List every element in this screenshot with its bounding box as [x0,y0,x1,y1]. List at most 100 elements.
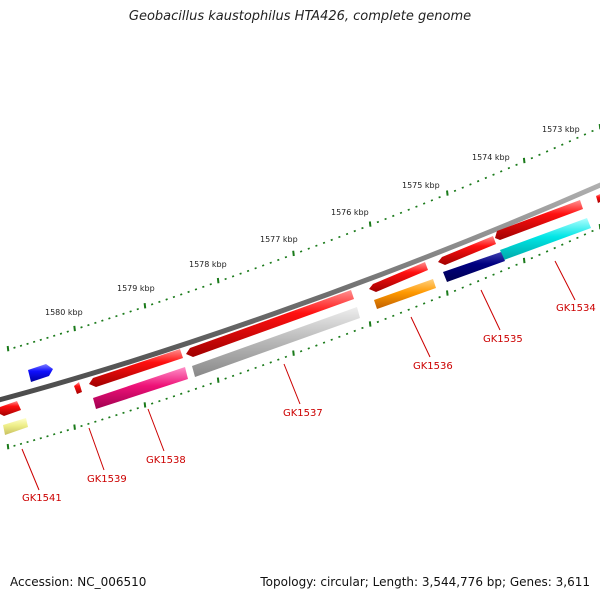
inner-ruler-minor-tick [129,409,132,412]
gene-label-GK1538[interactable]: GK1538 [146,455,186,466]
outer-ruler-minor-tick [530,157,534,160]
category-bar-GK1534[interactable] [500,218,591,260]
outer-ruler-minor-tick [469,183,472,186]
outer-ruler-minor-tick [136,307,139,311]
inner-ruler-minor-tick [194,387,198,390]
kbp-label-1573: 1573 kbp [542,125,580,134]
outer-ruler-minor-tick [129,310,132,313]
outer-ruler-minor-tick [315,244,318,247]
inner-ruler-minor-tick [415,305,418,308]
inner-ruler-minor-tick [26,440,29,444]
gene-GK1534-arrow[interactable] [495,200,583,240]
gene-GK1538-arrow[interactable] [89,349,183,387]
inner-ruler-minor-tick [108,416,111,419]
gene-blue-arrow[interactable] [28,364,53,382]
outer-ruler-minor-tick [484,176,488,180]
inner-ruler-minor-tick [66,429,70,432]
inner-ruler-major-tick [6,443,10,450]
outer-ruler-minor-tick [553,146,556,150]
kbp-label-1575: 1575 kbp [402,181,440,190]
inner-ruler-minor-tick [376,320,380,324]
gene-GK1539-arrow[interactable] [74,382,82,394]
inner-ruler-minor-tick [591,229,594,233]
inner-ruler-minor-tick [561,243,564,246]
inner-ruler-minor-tick [224,377,227,380]
category-bar-GK1538[interactable] [93,367,188,409]
outer-ruler-minor-tick [376,220,380,224]
outer-ruler-minor-tick [545,150,549,153]
outer-ruler-minor-tick [422,202,426,205]
inner-ruler-minor-tick [269,361,272,364]
gene-label-GK1537[interactable]: GK1537 [283,408,323,419]
outer-ruler-minor-tick [13,346,16,349]
outer-ruler-minor-tick [66,330,70,333]
outer-ruler-minor-tick [52,334,56,337]
outer-ruler-minor-tick [115,314,118,318]
gene-GK1535-arrow[interactable] [438,236,496,265]
outer-ruler-minor-tick [39,338,43,341]
outer-ruler-minor-tick [515,163,518,166]
inner-ruler-minor-tick [438,296,441,299]
category-bar-GK1535[interactable] [443,252,505,282]
inner-ruler-minor-tick [338,335,341,338]
outer-ruler-minor-tick [538,153,541,156]
outer-ruler-minor-tick [108,317,111,320]
inner-ruler-minor-tick [150,402,154,405]
inner-ruler-minor-tick [277,358,280,361]
gene-label-GK1541[interactable]: GK1541 [22,493,62,504]
inner-ruler-minor-tick [46,435,49,438]
inner-ruler-minor-tick [345,332,349,336]
gene-edge-arrow[interactable] [596,194,600,203]
gene-GK1537-arrow[interactable] [186,290,354,357]
leader-line-GK1534 [554,260,576,301]
inner-ruler-minor-tick [52,433,56,436]
outer-ruler-minor-tick [453,189,457,192]
inner-ruler-minor-tick [32,439,36,442]
outer-ruler-minor-tick [461,186,464,189]
category-bar-GK1536[interactable] [374,279,436,309]
inner-ruler-minor-tick [165,397,168,400]
inner-ruler-minor-tick [19,442,23,446]
outer-ruler-minor-tick [165,298,168,301]
leader-line-GK1538 [147,408,165,452]
outer-ruler-minor-tick [46,336,49,339]
gene-GK1541-arrow[interactable] [0,401,21,416]
outer-ruler-minor-tick [246,269,250,273]
inner-ruler-minor-tick [122,411,125,414]
outer-ruler-major-tick [446,190,449,196]
category-bar-GK1537[interactable] [192,307,360,377]
inner-ruler-minor-tick [422,302,426,305]
outer-ruler-minor-tick [507,166,511,170]
inner-ruler-minor-tick [392,314,395,317]
gene-label-GK1534[interactable]: GK1534 [556,303,596,314]
inner-ruler-minor-tick [530,257,534,260]
kbp-label-1580: 1580 kbp [45,308,83,317]
gene-label-GK1535[interactable]: GK1535 [483,334,523,345]
inner-ruler-minor-tick [538,253,541,256]
inner-ruler-minor-tick [187,390,190,393]
inner-ruler-minor-tick [322,341,326,344]
inner-ruler-minor-tick [101,418,104,421]
outer-ruler-major-tick [368,221,372,227]
category-bar-GK1541[interactable] [3,418,28,435]
inner-ruler-minor-tick [94,420,97,423]
inner-ruler-minor-tick [484,276,488,280]
outer-ruler-minor-tick [353,229,356,233]
inner-ruler-major-tick [73,424,76,430]
leader-line-GK1537 [283,363,301,405]
outer-ruler-minor-tick [202,285,205,288]
outer-ruler-minor-tick [80,326,83,329]
gene-label-GK1536[interactable]: GK1536 [413,361,453,372]
outer-ruler-minor-tick [299,250,303,253]
inner-ruler-minor-tick [231,374,235,378]
outer-ruler-minor-tick [561,143,564,146]
outer-ruler-minor-tick [239,272,242,275]
inner-ruler-minor-tick [307,347,310,350]
gene-label-GK1539[interactable]: GK1539 [87,474,127,485]
outer-ruler-minor-tick [224,277,227,281]
inner-ruler-minor-tick [261,364,265,367]
gene-GK1536-arrow[interactable] [369,262,428,292]
outer-ruler-minor-tick [172,295,176,299]
